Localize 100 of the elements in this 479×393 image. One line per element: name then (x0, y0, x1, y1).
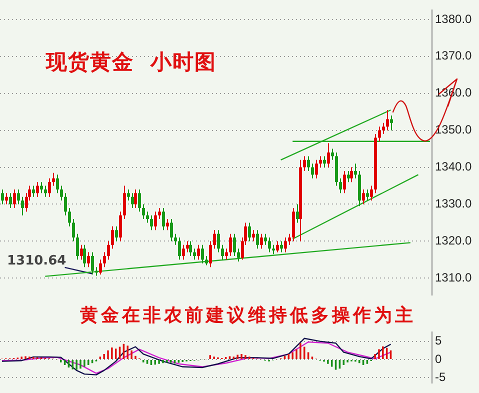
candlestick (150, 214, 153, 231)
candlestick (83, 244, 86, 268)
candlestick (311, 163, 314, 179)
y-tick-label: 1310.0 (435, 270, 472, 284)
candlestick (68, 207, 71, 227)
candlestick (178, 237, 181, 260)
candlestick (80, 244, 83, 260)
candlestick (40, 182, 43, 194)
candlestick (36, 182, 39, 198)
candlestick (268, 237, 271, 253)
candlestick (339, 178, 342, 194)
candlestick (390, 115, 393, 131)
candlestick (366, 188, 369, 202)
candlestick (162, 207, 165, 231)
candlestick (103, 252, 106, 268)
candlestick (64, 192, 67, 216)
text: 现货黄金 小时图 (46, 48, 217, 76)
candlestick (382, 122, 385, 135)
candlestick (276, 240, 279, 253)
candlestick (13, 188, 16, 208)
candlestick (264, 233, 267, 246)
candlestick (193, 248, 196, 260)
candlestick (56, 174, 59, 194)
candlestick (87, 252, 90, 268)
candlestick (138, 188, 141, 212)
candlestick (48, 178, 51, 198)
candlestick (134, 188, 137, 208)
candlestick (91, 252, 94, 275)
candlestick (115, 226, 118, 242)
candlestick (315, 159, 318, 179)
candlestick (213, 230, 216, 250)
candlestick (225, 248, 228, 260)
candlestick (221, 244, 224, 260)
candlestick (142, 204, 145, 220)
y-tick-label: 1380.0 (435, 12, 472, 26)
candlestick (252, 230, 255, 242)
candlestick (362, 188, 365, 205)
candlestick (123, 185, 126, 220)
candlestick (189, 240, 192, 256)
candlestick (99, 259, 102, 275)
candlestick (5, 192, 8, 205)
candlestick (280, 240, 283, 253)
candlestick (32, 185, 35, 198)
candlestick (303, 156, 306, 172)
y-tick-label: 1320.0 (435, 234, 472, 248)
candlestick (370, 185, 373, 202)
candlestick (237, 248, 240, 262)
candlestick (347, 170, 350, 183)
candlestick (166, 218, 169, 231)
candlestick (233, 233, 236, 256)
candlestick (21, 196, 24, 216)
candlestick (319, 156, 322, 168)
y-tick-label: -5 (435, 370, 446, 384)
candlestick (72, 218, 75, 242)
candlestick (288, 233, 291, 246)
candlestick (323, 156, 326, 168)
candlestick (182, 244, 185, 260)
candlestick (44, 185, 47, 198)
candlestick (378, 126, 381, 142)
y-tick-label: 1330.0 (435, 196, 472, 211)
candlestick (307, 156, 310, 172)
candlestick (201, 244, 204, 264)
candlestick (52, 172, 55, 186)
candlestick (60, 185, 63, 202)
candlestick (284, 237, 287, 253)
candlestick (146, 211, 149, 224)
y-tick-label: 0 (435, 352, 442, 366)
candlestick (131, 192, 134, 208)
candlestick (1, 188, 4, 205)
candlestick (331, 148, 334, 160)
candlestick (343, 170, 346, 194)
candlestick (327, 142, 330, 168)
candlestick (260, 233, 263, 250)
candlestick (127, 188, 130, 202)
y-tick-label: 1340.0 (435, 160, 472, 174)
candlestick (354, 163, 357, 179)
annotation: 1310.64 (7, 254, 66, 269)
candlestick (107, 240, 110, 260)
candlestick (209, 240, 212, 268)
candlestick (256, 230, 259, 250)
candlestick (217, 230, 220, 253)
y-tick-label: 1370.0 (435, 48, 472, 63)
text: 黄金在非农前建议维持低多操作为主 (80, 304, 416, 327)
y-tick-label: 5 (435, 334, 442, 348)
candlestick (154, 211, 157, 231)
candlestick (111, 226, 114, 250)
candlestick (205, 255, 208, 266)
candlestick (9, 192, 12, 208)
candlestick (76, 233, 79, 260)
candlestick (17, 188, 20, 205)
candlestick (229, 233, 232, 256)
candlestick (272, 244, 275, 255)
candlestick (158, 207, 161, 220)
candlestick (174, 233, 177, 246)
candlestick (386, 109, 389, 131)
candlestick (350, 166, 353, 183)
candlestick (170, 218, 173, 242)
candlestick (296, 204, 299, 224)
candlestick (119, 211, 122, 242)
candlestick (248, 222, 251, 242)
